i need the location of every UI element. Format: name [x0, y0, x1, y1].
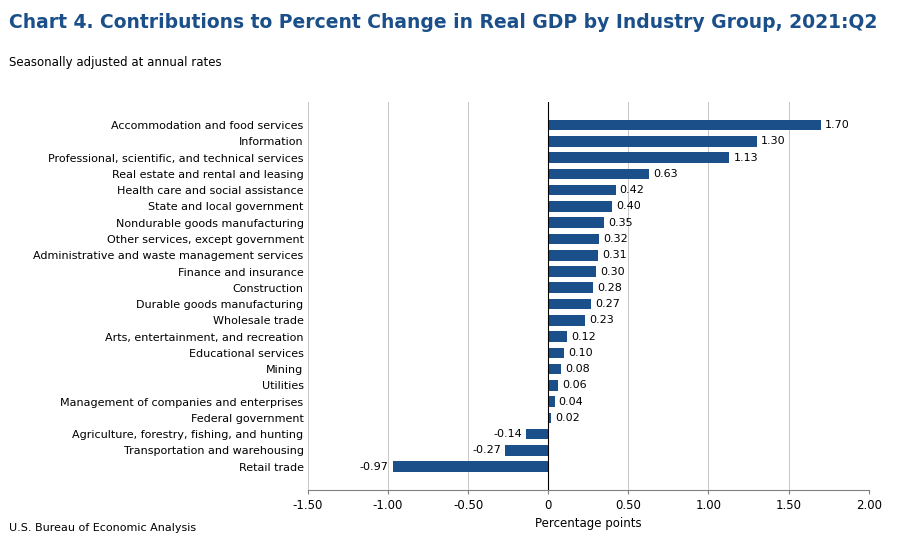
Bar	[548, 299, 592, 309]
Text: 0.35: 0.35	[608, 218, 633, 228]
Text: 0.06: 0.06	[562, 380, 586, 391]
Text: 0.08: 0.08	[565, 364, 590, 374]
Text: 0.63: 0.63	[653, 169, 678, 179]
Text: -0.14: -0.14	[493, 429, 521, 439]
Bar	[548, 266, 596, 277]
Text: 0.02: 0.02	[556, 413, 580, 423]
Bar	[548, 233, 599, 244]
Bar	[526, 429, 548, 440]
Bar	[548, 120, 821, 130]
Bar	[548, 348, 564, 358]
Bar	[548, 201, 613, 212]
Bar	[393, 462, 548, 472]
Text: 0.27: 0.27	[595, 299, 620, 309]
Bar	[505, 445, 548, 456]
Bar	[548, 250, 598, 260]
Text: 1.30: 1.30	[760, 136, 786, 146]
Text: 0.10: 0.10	[568, 348, 593, 358]
Text: Chart 4. Contributions to Percent Change in Real GDP by Industry Group, 2021:Q2: Chart 4. Contributions to Percent Change…	[9, 13, 878, 32]
Text: -0.27: -0.27	[472, 445, 500, 456]
Text: 0.31: 0.31	[602, 250, 626, 260]
Text: 1.13: 1.13	[733, 153, 758, 162]
Bar	[548, 282, 593, 293]
Text: 0.28: 0.28	[597, 283, 622, 293]
X-axis label: Percentage points: Percentage points	[535, 517, 642, 530]
Bar	[548, 185, 615, 195]
Bar	[548, 331, 567, 342]
Text: Seasonally adjusted at annual rates: Seasonally adjusted at annual rates	[9, 56, 222, 69]
Bar	[548, 364, 561, 374]
Text: 0.23: 0.23	[589, 315, 614, 325]
Text: 0.04: 0.04	[558, 397, 584, 407]
Text: -0.97: -0.97	[360, 462, 388, 472]
Bar	[548, 315, 585, 325]
Bar	[548, 152, 729, 163]
Bar	[548, 136, 757, 147]
Text: 0.42: 0.42	[620, 185, 644, 195]
Text: 0.12: 0.12	[571, 331, 596, 342]
Text: 0.40: 0.40	[616, 201, 641, 211]
Text: 0.32: 0.32	[604, 234, 628, 244]
Bar	[548, 413, 551, 423]
Bar	[548, 380, 557, 391]
Bar	[548, 397, 555, 407]
Text: 0.30: 0.30	[600, 266, 624, 277]
Bar	[548, 168, 649, 179]
Bar	[548, 217, 605, 228]
Text: U.S. Bureau of Economic Analysis: U.S. Bureau of Economic Analysis	[9, 522, 196, 533]
Text: 1.70: 1.70	[824, 120, 850, 130]
